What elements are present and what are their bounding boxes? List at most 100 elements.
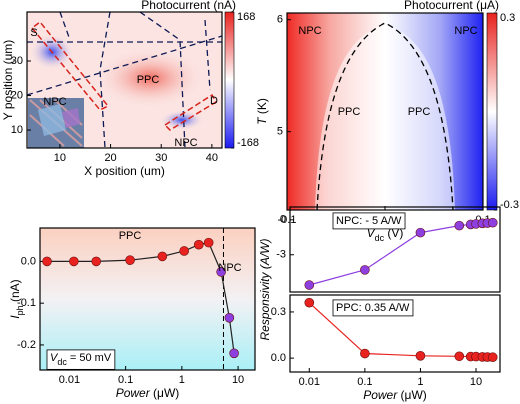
data-point	[487, 217, 498, 228]
data-point	[203, 237, 214, 248]
x-tick-label: 40	[206, 152, 218, 164]
y-tick-label: -3	[276, 249, 286, 261]
data-point	[415, 227, 426, 238]
annotation: PPC	[338, 106, 361, 118]
colorbar-tick-label: -0.3	[500, 199, 519, 211]
data-point	[91, 256, 102, 267]
annotation: PPC	[408, 106, 431, 118]
y-tick-label: 5	[277, 126, 283, 138]
data-point	[69, 256, 79, 267]
label-part: dc	[375, 233, 385, 243]
x-tick-label: 30	[155, 152, 167, 164]
data-point	[304, 297, 315, 308]
label-part: V	[50, 352, 59, 364]
data-point	[125, 255, 135, 265]
annotation: NPC	[454, 25, 477, 37]
annotation: S	[30, 27, 37, 39]
x-tick-label: 0.01	[299, 376, 320, 388]
colorbar	[486, 12, 498, 211]
y-tick-label: 6	[277, 14, 283, 26]
annotation: NPC	[298, 25, 321, 37]
annotation: PPC: 0.35 A/W	[336, 302, 410, 314]
y-tick-label: 30	[11, 55, 23, 67]
y-tick-label: 0.3	[271, 306, 286, 318]
y-axis-label: T (K)	[255, 98, 269, 125]
annotation: D	[210, 95, 218, 107]
colorbar-tick-label: -168	[237, 137, 259, 149]
x-tick-label: -0.1	[278, 214, 297, 226]
y-tick-label: 0.0	[21, 255, 36, 267]
colorbar	[224, 11, 235, 149]
y-axis-label: Responsivity (A/W)	[258, 238, 272, 340]
plot-frame	[26, 11, 223, 149]
x-tick-label: 0.1	[357, 376, 372, 388]
annotation-box	[332, 299, 414, 317]
data-point	[216, 267, 226, 277]
x-axis-label: Power (μW)	[116, 386, 180, 400]
annotation: PPC	[119, 230, 142, 242]
annotation-box	[46, 349, 116, 370]
label-part: (nA)	[8, 279, 22, 305]
data-point	[360, 265, 370, 275]
label-part: I	[8, 315, 22, 319]
data-point	[229, 348, 239, 359]
annotation: Vdc = 50 mV	[50, 352, 112, 367]
x-tick-label: 0.01	[59, 374, 80, 386]
x-tick-label: 20	[104, 152, 116, 164]
label-part: V	[367, 226, 376, 240]
data-point	[157, 251, 168, 262]
data-point	[454, 351, 465, 362]
map-image	[26, 11, 223, 149]
annotation: NPC	[43, 96, 66, 108]
colorbar-label: Photocurrent (nA)	[141, 0, 236, 12]
x-axis-label: X position (um)	[84, 164, 165, 178]
annotation: NPC	[218, 262, 241, 274]
y-tick-label: 20	[11, 89, 23, 101]
y-tick-label: -0.1	[17, 297, 36, 309]
annotation: NPC	[174, 137, 197, 149]
plot-frame	[39, 227, 256, 371]
y-tick-label: -0.2	[17, 339, 36, 351]
annotation: NPC: - 5 A/W	[336, 215, 402, 227]
annotation-box	[332, 212, 406, 230]
label-part: (K)	[255, 98, 269, 117]
colorbar-tick-label: 0.3	[500, 12, 515, 24]
y-tick-label: 0.0	[271, 352, 286, 364]
data-point	[360, 348, 370, 359]
plot-frame	[289, 294, 501, 373]
x-tick-label: 10	[54, 152, 66, 164]
colorbar-tick-label: 168	[237, 11, 255, 23]
data-point	[179, 246, 189, 256]
label-part: T	[255, 116, 269, 125]
x-axis-label: Vdc (V)	[367, 226, 404, 243]
data-point	[224, 312, 235, 323]
data-point	[42, 256, 52, 267]
label-part: Power	[116, 386, 151, 400]
map-image	[287, 13, 483, 211]
x-axis-label: Power (μW)	[363, 388, 427, 402]
annotation: PPC	[137, 74, 160, 86]
x-tick-label: 10	[470, 376, 482, 388]
x-tick-label: 10	[232, 374, 244, 386]
x-tick-label: 0.1	[118, 374, 133, 386]
plot-background	[40, 228, 255, 370]
y-axis-label: Iph (nA)	[8, 279, 25, 318]
plot-frame	[289, 206, 501, 293]
y-axis-label: Y position (um)	[1, 40, 15, 120]
colorbar-label: Photocurrent (μA)	[404, 0, 499, 12]
x-tick-label: 1	[417, 376, 423, 388]
x-tick-label: 1	[179, 374, 185, 386]
label-part: (μW)	[397, 388, 427, 402]
data-point	[415, 351, 426, 361]
data-point	[454, 220, 465, 231]
data-point	[487, 352, 498, 363]
label-part: = 50 mV	[67, 352, 112, 364]
label-part: (μW)	[150, 386, 180, 400]
y-tick-label: 10	[11, 124, 23, 136]
y-tick-label: 0	[280, 214, 286, 226]
label-part: ph	[15, 305, 25, 315]
data-point	[304, 280, 315, 290]
label-part: Power	[363, 388, 398, 402]
label-part: (V)	[384, 226, 403, 240]
